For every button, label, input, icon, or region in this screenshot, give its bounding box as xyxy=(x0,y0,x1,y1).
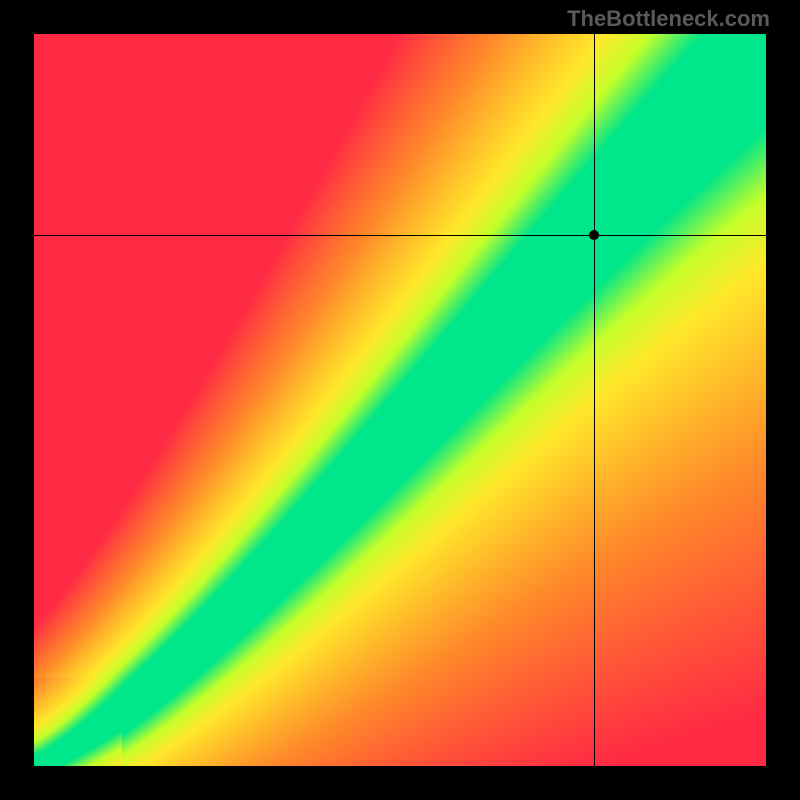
crosshair-horizontal xyxy=(34,235,766,236)
heatmap-canvas xyxy=(34,34,766,766)
watermark-label: TheBottleneck.com xyxy=(567,6,770,32)
plot-area xyxy=(34,34,766,766)
chart-container: TheBottleneck.com xyxy=(0,0,800,800)
crosshair-marker xyxy=(589,230,599,240)
crosshair-vertical xyxy=(594,34,595,766)
